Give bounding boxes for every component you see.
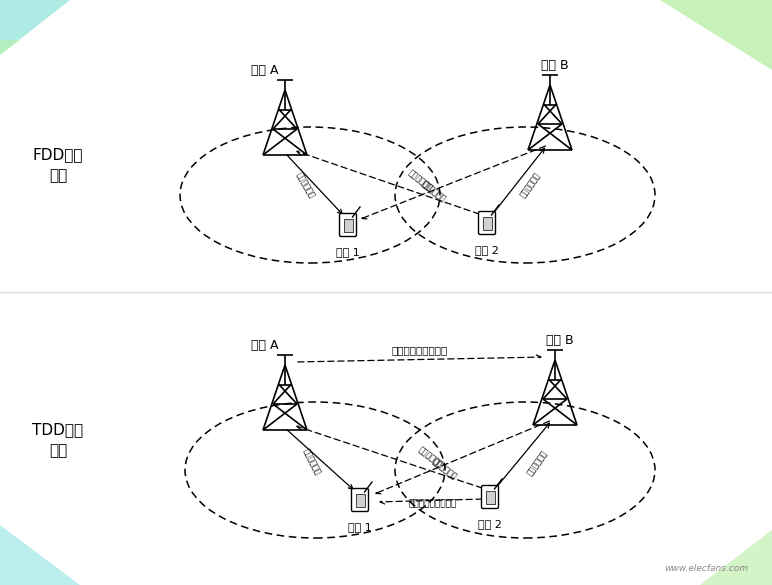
Text: 上行对下行干扰信号: 上行对下行干扰信号 xyxy=(409,500,457,508)
Text: 上行干扰信号: 上行干扰信号 xyxy=(430,457,458,481)
Text: www.elecfans.com: www.elecfans.com xyxy=(664,564,748,573)
Text: 上行干扰信号: 上行干扰信号 xyxy=(419,180,447,204)
Polygon shape xyxy=(0,525,80,585)
Text: 下行传播信号: 下行传播信号 xyxy=(302,448,323,477)
Text: 上行传播信号: 上行传播信号 xyxy=(525,449,549,477)
Text: 基站 B: 基站 B xyxy=(541,59,569,72)
Text: 终端 1: 终端 1 xyxy=(336,247,360,257)
Text: 下行对上行干扰信号: 下行对上行干扰信号 xyxy=(392,345,448,355)
Text: 上行传播信号: 上行传播信号 xyxy=(518,171,542,199)
Text: 终端 2: 终端 2 xyxy=(475,245,499,255)
Text: 基站 B: 基站 B xyxy=(546,334,574,347)
Text: FDD干扰
情况: FDD干扰 情况 xyxy=(32,147,83,183)
Polygon shape xyxy=(0,40,20,55)
Text: 终端 1: 终端 1 xyxy=(348,522,372,532)
Text: 下行干扰信号: 下行干扰信号 xyxy=(416,445,444,469)
Text: 基站 A: 基站 A xyxy=(251,339,279,352)
Bar xyxy=(482,216,492,229)
Text: TDD干扰
情况: TDD干扰 情况 xyxy=(32,422,83,458)
Bar xyxy=(355,494,364,507)
FancyBboxPatch shape xyxy=(482,486,499,508)
Polygon shape xyxy=(700,530,772,585)
Text: 终端 2: 终端 2 xyxy=(478,519,502,529)
FancyBboxPatch shape xyxy=(340,214,357,236)
FancyBboxPatch shape xyxy=(351,488,368,511)
FancyBboxPatch shape xyxy=(479,212,496,235)
Bar xyxy=(344,219,353,232)
Polygon shape xyxy=(0,0,70,55)
Text: 基站 A: 基站 A xyxy=(251,64,279,77)
Text: 下行传播信号: 下行传播信号 xyxy=(294,170,316,199)
Text: 下行干扰信号: 下行干扰信号 xyxy=(406,168,434,193)
Polygon shape xyxy=(660,0,772,70)
Bar xyxy=(486,490,495,504)
